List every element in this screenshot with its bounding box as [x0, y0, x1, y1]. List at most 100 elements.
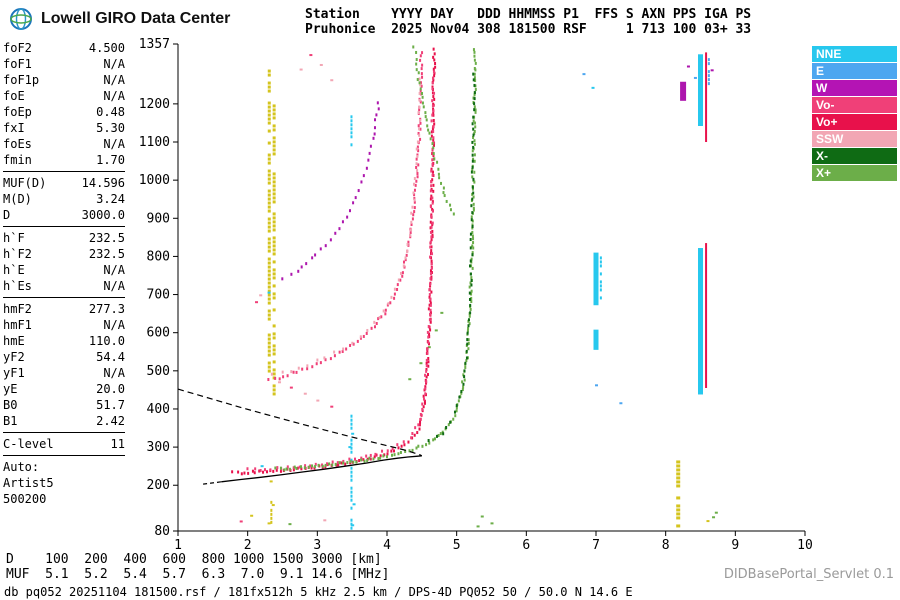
param-value: N/A — [103, 366, 125, 380]
param-label: hmE — [3, 334, 25, 348]
param-label: foEs — [3, 137, 32, 151]
y-tick-label: 900 — [147, 211, 170, 226]
param-row-d: D 3000.0 — [3, 207, 125, 223]
record-info: db pq052 20251104 181500.rsf / 181fx512h… — [4, 585, 633, 599]
param-divider — [3, 171, 125, 172]
param-value: 3.24 — [96, 192, 125, 206]
param-row-fof2: foF2 4.500 — [3, 40, 125, 56]
x-tick-label: 3 — [313, 538, 321, 553]
param-value: N/A — [103, 318, 125, 332]
interference-bars — [267, 52, 710, 530]
y-tick-label: 1100 — [139, 135, 170, 150]
param-label: fxI — [3, 121, 25, 135]
param-label: Artist5 — [3, 476, 54, 490]
x-tick-label: 9 — [731, 538, 739, 553]
direction-legend: NNE E W Vo- Vo+ SSW X- X+ — [812, 46, 897, 182]
param-value: 20.0 — [96, 382, 125, 396]
legend-item-x-: X- — [812, 148, 897, 164]
legend-item-w: W — [812, 80, 897, 96]
param-row-he: h`E N/A — [3, 262, 125, 278]
param-row-md: M(D) 3.24 — [3, 191, 125, 207]
param-row-yf1: yF1 N/A — [3, 365, 125, 381]
param-row-foep: foEp 0.48 — [3, 104, 125, 120]
param-value: 277.3 — [88, 302, 125, 316]
y-tick-label: 800 — [147, 249, 170, 264]
param-row-fof1: foF1 N/A — [3, 56, 125, 72]
param-label: yF2 — [3, 350, 25, 364]
trace-f2-x-trace-dark — [427, 72, 476, 443]
x-tick-label: 1 — [174, 538, 182, 553]
param-value: N/A — [103, 73, 125, 87]
trace-second-hop-o — [267, 51, 424, 382]
param-label: Auto: — [3, 460, 40, 474]
profile-topside-dashed — [177, 388, 423, 457]
d-muf-table: D 100 200 400 600 800 1000 1500 3000 [km… — [6, 552, 390, 582]
param-label: yF1 — [3, 366, 25, 380]
param-value: N/A — [103, 137, 125, 151]
param-label: B0 — [3, 398, 18, 412]
param-label: foF1 — [3, 57, 32, 71]
trace-f2-o-trace — [231, 47, 437, 476]
legend-item-x+: X+ — [812, 165, 897, 181]
axes: 8020030040050060070080090010001100120013… — [139, 37, 813, 553]
param-row-mufd: MUF(D) 14.596 — [3, 175, 125, 191]
y-tick-label: 80 — [154, 524, 170, 539]
lowell-giro-logo: Lowell GIRO Data Center — [8, 6, 230, 32]
param-label: hmF1 — [3, 318, 32, 332]
parameter-panel: foF2 4.500 foF1 N/A foF1p N/A foE N/A foEp 0.48 fx… — [3, 40, 125, 507]
param-row-foe: foE N/A — [3, 88, 125, 104]
param-divider — [3, 297, 125, 298]
param-row-artist5: Artist5 — [3, 475, 125, 491]
x-tick-label: 8 — [662, 538, 670, 553]
profile-bottomside-solid — [221, 455, 422, 483]
y-tick-label: 400 — [147, 402, 170, 417]
x-tick-label: 5 — [453, 538, 461, 553]
y-tick-label: 1200 — [139, 97, 170, 112]
param-value: 4.500 — [88, 41, 125, 55]
legend-item-vo-: Vo- — [812, 97, 897, 113]
param-value: 232.5 — [88, 231, 125, 245]
param-value: 14.596 — [81, 176, 125, 190]
noise-points — [239, 54, 718, 528]
trace-green-arc-top — [412, 45, 455, 216]
param-value: 51.7 — [96, 398, 125, 412]
param-label: foF1p — [3, 73, 40, 87]
param-label: h`Es — [3, 279, 32, 293]
param-label: MUF(D) — [3, 176, 47, 190]
param-value: 232.5 — [88, 247, 125, 261]
param-divider — [3, 432, 125, 433]
param-divider — [3, 226, 125, 227]
y-tick-label: 300 — [147, 440, 170, 455]
station-header: Station YYYY DAY DDD HHMMSS P1 FFS S AXN… — [305, 7, 751, 37]
param-label: C-level — [3, 437, 54, 451]
x-tick-label: 4 — [383, 538, 391, 553]
param-row-fmin: fmin 1.70 — [3, 152, 125, 168]
param-label: B1 — [3, 414, 18, 428]
param-label: foF2 — [3, 41, 32, 55]
param-label: h`F — [3, 231, 25, 245]
x-tick-label: 6 — [522, 538, 530, 553]
profile-below-dashed — [203, 481, 222, 485]
param-row-b1: B1 2.42 — [3, 413, 125, 429]
param-label: h`E — [3, 263, 25, 277]
param-row-fof1p: foF1p N/A — [3, 72, 125, 88]
param-value: N/A — [103, 89, 125, 103]
y-tick-label: 600 — [147, 326, 170, 341]
param-label: yE — [3, 382, 18, 396]
trace-second-hop-ssw — [270, 77, 422, 376]
y-tick-label: 1000 — [139, 173, 170, 188]
param-divider — [3, 455, 125, 456]
trace-third-hop-w — [281, 101, 380, 281]
param-value: 5.30 — [96, 121, 125, 135]
param-row-fxi: fxI 5.30 — [3, 120, 125, 136]
param-label: foE — [3, 89, 25, 103]
param-label: 500200 — [3, 492, 47, 506]
param-row-b0: B0 51.7 — [3, 397, 125, 413]
param-value: 11 — [110, 437, 125, 451]
y-tick-label: 1357 — [139, 37, 170, 52]
trace-f2-x-trace — [274, 48, 477, 472]
param-label: hmF2 — [3, 302, 32, 316]
servlet-version: DIDBasePortal_Servlet 0.1 — [723, 567, 894, 582]
legend-item-e: E — [812, 63, 897, 79]
